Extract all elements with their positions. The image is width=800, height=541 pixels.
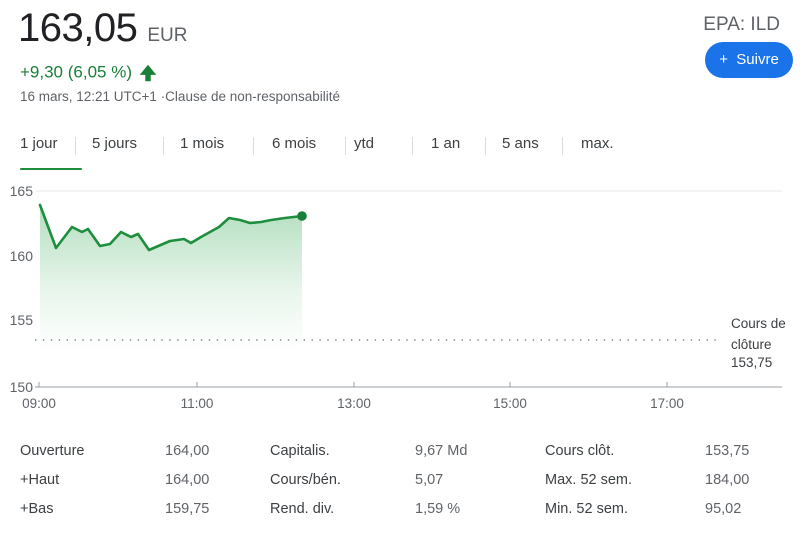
svg-text:160: 160 — [10, 248, 34, 264]
svg-text:13:00: 13:00 — [337, 396, 371, 411]
svg-text:153,75: 153,75 — [731, 355, 772, 370]
svg-text:155: 155 — [10, 312, 34, 328]
svg-text:165: 165 — [10, 183, 34, 199]
svg-text:Cours de: Cours de — [731, 316, 786, 331]
svg-text:150: 150 — [10, 379, 34, 395]
svg-text:11:00: 11:00 — [181, 396, 214, 411]
svg-text:17:00: 17:00 — [650, 396, 684, 411]
svg-text:15:00: 15:00 — [493, 396, 527, 411]
svg-text:clôture: clôture — [731, 337, 772, 352]
svg-text:09:00: 09:00 — [22, 396, 56, 411]
